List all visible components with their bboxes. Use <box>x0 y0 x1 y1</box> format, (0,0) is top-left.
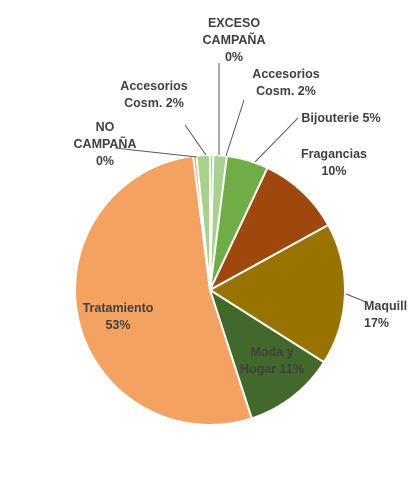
slice-label-line: Moda y <box>250 345 293 359</box>
slice-label: Accesorios Cosm. 2% <box>252 67 319 98</box>
slice-label-line: Maquill <box>364 299 407 313</box>
pie-slice <box>208 287 326 420</box>
leader-line <box>184 124 207 156</box>
slice-label: Tratamiento 53% <box>83 301 154 332</box>
slice-label: Maquill 17% <box>364 299 407 330</box>
slice-label-line: NO <box>96 120 115 134</box>
slice-label-line: 17% <box>364 316 389 330</box>
slice-label: Fragancias 10% <box>301 147 367 178</box>
slice-label-line: 0% <box>225 50 243 64</box>
slice-label-line: Accesorios <box>120 79 187 93</box>
slice-label-line: 53% <box>105 318 130 332</box>
slice-label-line: EXCESO <box>208 16 260 30</box>
pie-slice <box>74 154 253 426</box>
leader-line <box>114 147 198 158</box>
slice-label-line: Cosm. 2% <box>124 96 184 110</box>
slice-label: EXCESO CAMPAÑA 0% <box>203 16 266 64</box>
pie-slice <box>195 153 211 291</box>
leader-line <box>254 117 299 163</box>
slice-label-line: Bijouterie 5% <box>301 111 380 125</box>
slice-label-line: Fragancias <box>301 147 367 161</box>
slice-label-line: 0% <box>96 154 114 168</box>
slice-label-line: Cosm. 2% <box>256 84 316 98</box>
leader-line <box>345 293 367 303</box>
slice-label-line: 10% <box>321 164 346 178</box>
slice-label-line: Hogar 11% <box>240 362 304 376</box>
leader-line <box>225 99 245 157</box>
slice-label: Moda y Hogar 11% <box>240 345 304 376</box>
pie-slice <box>207 166 330 293</box>
slice-label: NO CAMPAÑA 0% <box>74 120 137 168</box>
slice-label-line: CAMPAÑA <box>74 136 137 151</box>
slice-label: Bijouterie 5% <box>301 111 380 125</box>
slice-label-line: Tratamiento <box>83 301 154 315</box>
slice-label-line: Accesorios <box>252 67 319 81</box>
slice-label-line: CAMPAÑA <box>203 32 266 47</box>
pie-slice <box>208 223 346 364</box>
slice-label: Accesorios Cosm. 2% <box>120 79 187 110</box>
